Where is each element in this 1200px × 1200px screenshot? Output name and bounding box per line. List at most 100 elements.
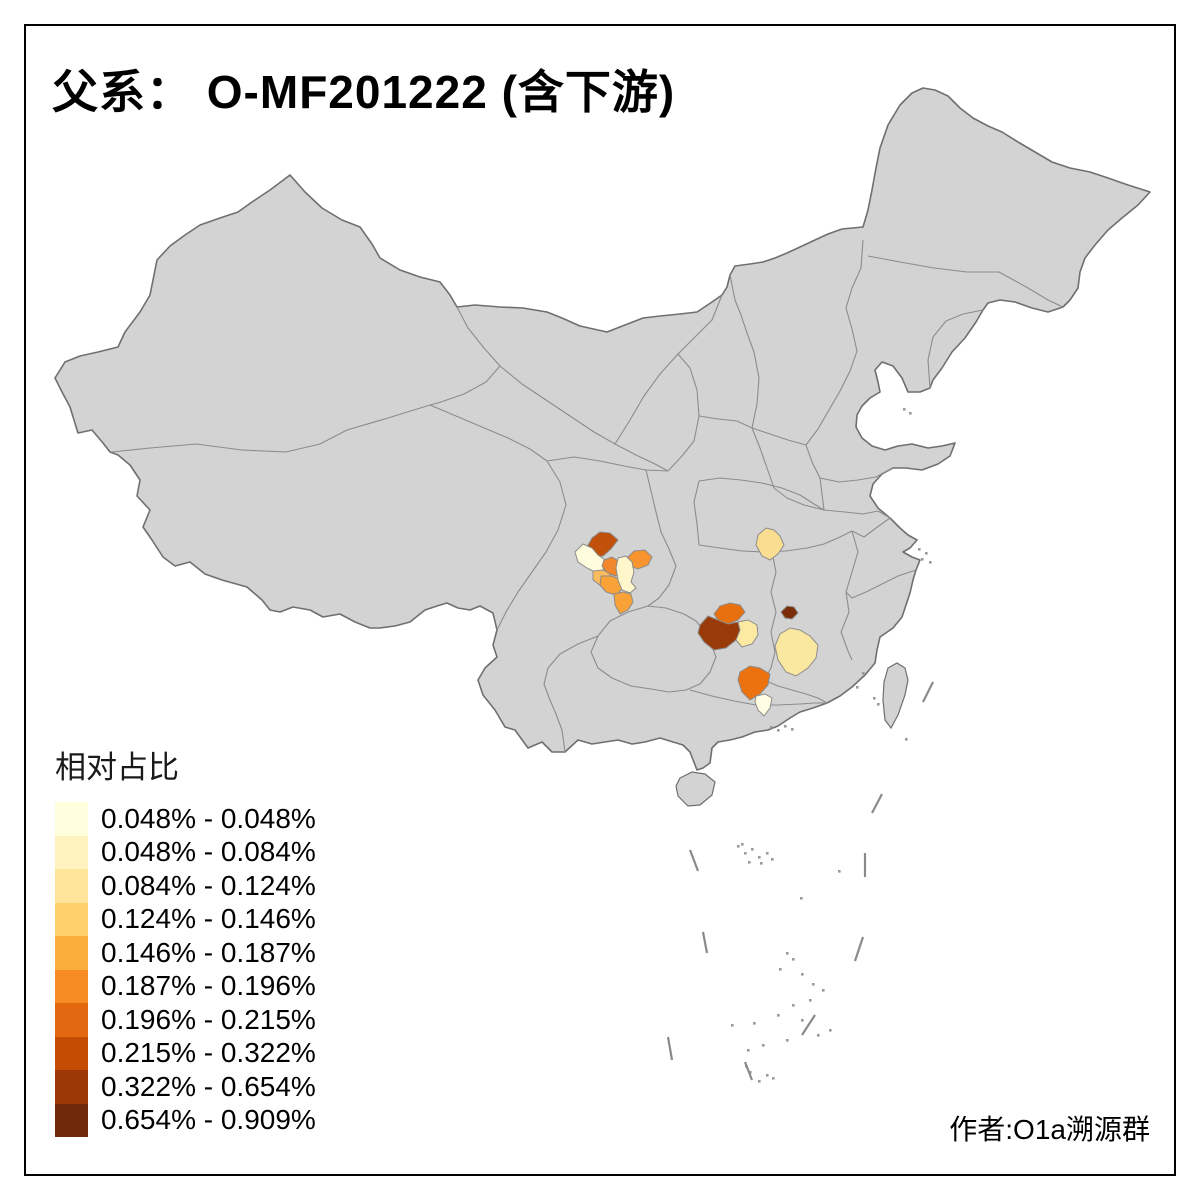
islet-dot — [747, 1049, 750, 1052]
legend-item: 0.187% - 0.196% — [55, 969, 316, 1003]
province-border — [867, 255, 1064, 308]
legend-item: 0.322% - 0.654% — [55, 1070, 316, 1104]
legend-items: 0.048% - 0.048% 0.048% - 0.084% 0.084% - 0… — [55, 802, 316, 1137]
province-border — [805, 239, 864, 446]
legend-label: 0.124% - 0.146% — [101, 903, 316, 935]
attribution: 作者:O1a溯源群 — [949, 1114, 1150, 1145]
islet-dot — [786, 1039, 789, 1042]
province-border — [751, 427, 807, 446]
legend-item: 0.215% - 0.322% — [55, 1036, 316, 1070]
legend-label: 0.048% - 0.084% — [101, 836, 316, 868]
sea-boundary-dash — [853, 936, 865, 962]
region-13 — [774, 627, 819, 677]
legend-swatch — [55, 1003, 88, 1037]
legend-label: 0.084% - 0.124% — [101, 869, 316, 901]
islet-dot — [766, 1074, 769, 1077]
sea-boundary-dash — [688, 849, 700, 872]
region-12 — [780, 605, 799, 620]
province-border — [729, 274, 760, 429]
legend-label: 0.048% - 0.048% — [101, 802, 316, 834]
islet-dot — [801, 973, 804, 976]
islet-dot — [748, 861, 751, 864]
sea-boundary-dash — [801, 1014, 816, 1036]
province-border — [763, 679, 828, 704]
province-border — [429, 404, 548, 462]
province-border — [927, 309, 984, 389]
legend-swatch — [55, 802, 88, 836]
province-border — [845, 569, 917, 599]
islet-dot — [762, 1044, 765, 1047]
islet-dot — [751, 848, 754, 851]
province-border — [819, 477, 825, 511]
islet-dot — [777, 729, 780, 732]
legend-swatch — [55, 835, 88, 869]
sea-boundary-dash — [743, 1061, 754, 1081]
islet-dot — [873, 697, 876, 700]
islet-dot — [772, 1077, 775, 1080]
islet-dot — [800, 897, 803, 900]
islet-dot — [731, 1024, 734, 1027]
islet-dot — [777, 1014, 780, 1017]
legend-item: 0.048% - 0.084% — [55, 835, 316, 869]
legend-label: 0.322% - 0.654% — [101, 1070, 316, 1102]
islet-dot — [749, 1071, 752, 1074]
legend-swatch — [55, 1070, 88, 1104]
islet-dot — [737, 845, 740, 848]
islet-dot — [753, 1022, 756, 1025]
islet-dot — [905, 738, 908, 741]
islet-dot — [856, 686, 859, 689]
province-border — [698, 530, 853, 553]
islet-dot — [758, 1080, 761, 1083]
islet-dot — [822, 989, 825, 992]
islet-dot — [801, 1019, 804, 1022]
islet-dot — [918, 548, 921, 551]
islet-dot — [779, 968, 782, 971]
islet-dot — [903, 408, 906, 411]
hainan-island — [675, 771, 716, 807]
province-border — [763, 551, 777, 681]
legend-item: 0.084% - 0.124% — [55, 869, 316, 903]
islet-dot — [838, 870, 841, 873]
china-mainland — [54, 87, 1151, 771]
legend-swatch — [55, 969, 88, 1003]
islet-dot — [921, 558, 924, 561]
province-border — [546, 456, 669, 472]
province-border — [645, 469, 677, 607]
region-6 — [599, 575, 624, 596]
islet-dot — [744, 852, 747, 855]
province-border — [698, 477, 825, 511]
islet-dot — [925, 552, 928, 555]
region-16 — [755, 527, 785, 561]
region-14 — [737, 665, 771, 701]
province-border — [499, 365, 669, 472]
islet-dot — [760, 862, 763, 865]
islet-dot — [792, 1004, 795, 1007]
province-border — [590, 605, 717, 693]
province-border — [614, 294, 723, 445]
legend-label: 0.187% - 0.196% — [101, 970, 316, 1002]
province-border — [840, 530, 859, 661]
legend-label: 0.215% - 0.322% — [101, 1037, 316, 1069]
region-8 — [613, 591, 634, 615]
islet-dot — [817, 1034, 820, 1037]
legend-swatch — [55, 902, 88, 936]
islet-dot — [758, 856, 761, 859]
province-border — [805, 444, 894, 483]
legend-swatch — [55, 869, 88, 903]
legend-item: 0.654% - 0.909% — [55, 1103, 316, 1137]
islet-dot — [862, 672, 865, 675]
legend-label: 0.654% - 0.909% — [101, 1104, 316, 1136]
legend-item: 0.146% - 0.187% — [55, 936, 316, 970]
sea-boundary-dash — [701, 931, 709, 954]
sea-boundary-dash — [666, 1036, 674, 1061]
legend-label: 0.196% - 0.215% — [101, 1003, 316, 1035]
islet-dot — [766, 852, 769, 855]
province-border — [751, 427, 891, 519]
islet-dot — [784, 725, 787, 728]
legend-item: 0.196% - 0.215% — [55, 1003, 316, 1037]
islet-dot — [929, 561, 932, 564]
legend-swatch — [55, 936, 88, 970]
legend-title: 相对占比 — [55, 750, 179, 785]
